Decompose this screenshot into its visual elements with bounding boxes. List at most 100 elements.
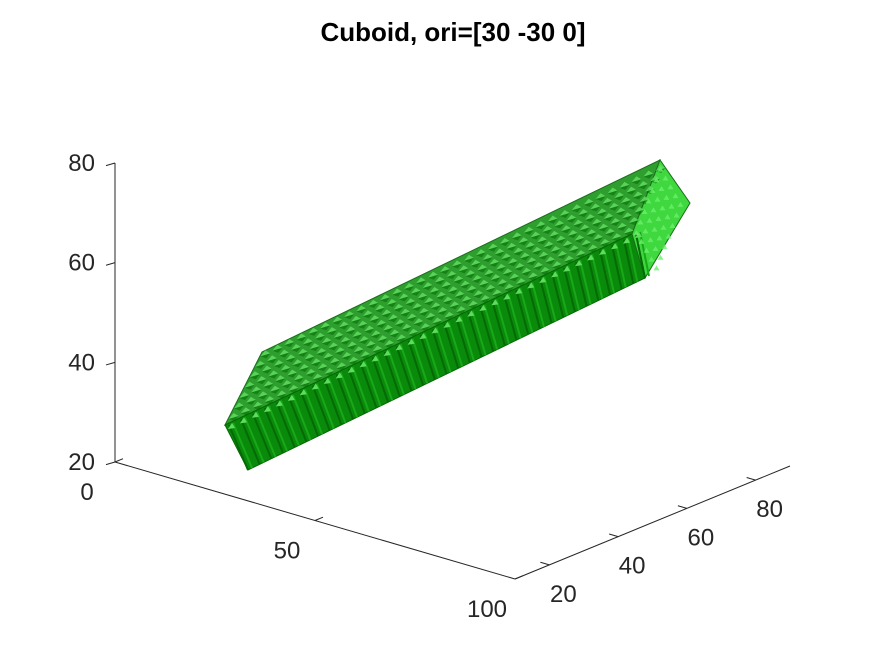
front-rib-cap [263, 406, 271, 413]
top-bump [507, 258, 518, 265]
top-bump-shadow [427, 274, 438, 280]
top-bump [478, 279, 489, 286]
top-bump [562, 240, 573, 247]
top-bump [616, 222, 627, 229]
top-bump [346, 341, 357, 348]
end-bump [658, 186, 665, 192]
top-bump [255, 360, 266, 367]
top-bump-shadow [514, 265, 525, 271]
front-rib-light [579, 259, 592, 305]
top-bump-shadow [579, 227, 590, 233]
front-rib [263, 407, 284, 454]
front-rib [479, 306, 495, 352]
top-bump [261, 365, 272, 372]
top-bump-shadow [372, 348, 383, 354]
top-bump [494, 248, 505, 255]
top-bump [434, 276, 445, 283]
top-bump-shadow [487, 246, 498, 252]
end-bump [647, 237, 654, 243]
top-bump [344, 311, 355, 318]
y-tick-label: 80 [756, 496, 783, 523]
top-bump-shadow [446, 273, 457, 279]
top-bump-shadow [590, 206, 601, 212]
top-bump [252, 401, 263, 408]
top-bump [569, 245, 580, 252]
top-bump-shadow [394, 322, 405, 328]
z-axis-ticks: 20 40 60 80 [68, 150, 116, 476]
front-rib [515, 289, 530, 335]
top-bump [357, 320, 368, 327]
top-bump-shadow [429, 289, 440, 295]
top-bump [260, 350, 271, 357]
top-bump-shadow [575, 253, 586, 259]
front-rib [503, 295, 518, 341]
top-bump [526, 257, 537, 264]
top-bump [603, 213, 614, 220]
top-bump [497, 278, 508, 285]
front-rib [635, 233, 646, 279]
top-bump [503, 283, 514, 290]
top-bump-shadow [485, 287, 496, 293]
top-bump-shadow [550, 249, 561, 255]
top-bump [285, 354, 296, 361]
top-bump-shadow [638, 184, 649, 190]
top-bump [590, 203, 601, 210]
top-bump [477, 264, 488, 271]
top-bump-shadow [444, 314, 455, 320]
front-rib-cap [575, 260, 583, 267]
top-bump-shadow [442, 299, 453, 305]
front-rib-cap [287, 394, 295, 401]
top-bump [284, 339, 295, 346]
top-bump-shadow [422, 285, 433, 291]
top-bump-shadow [489, 261, 500, 267]
end-bump [655, 216, 662, 221]
cuboid-surface [223, 158, 691, 471]
top-bump-shadow [620, 200, 631, 206]
top-bump-shadow [377, 338, 388, 344]
z-tick-mark [105, 162, 116, 167]
y-tick-mark [746, 477, 756, 481]
front-rib-cap [611, 243, 619, 250]
top-bump-shadow [324, 371, 335, 377]
top-bump [348, 356, 359, 363]
top-bump [304, 353, 315, 360]
top-bump [470, 259, 481, 266]
top-bump [550, 246, 561, 253]
top-bump [442, 296, 453, 303]
top-bump-shadow [302, 341, 313, 347]
end-bump [652, 245, 659, 251]
top-bump [420, 323, 431, 330]
front-rib-light [399, 344, 417, 390]
top-bump [356, 305, 367, 312]
top-bump [644, 185, 655, 192]
top-bump [566, 214, 577, 221]
top-bump-shadow [336, 365, 347, 371]
top-bump-shadow [628, 220, 639, 226]
top-bump [244, 381, 255, 388]
front-rib-cap [467, 310, 475, 317]
y-tick-mark [608, 533, 619, 538]
top-bump [256, 376, 267, 383]
top-bump [233, 402, 244, 409]
top-bump-shadow [251, 389, 262, 395]
top-bump-shadow [539, 269, 550, 275]
top-bump-shadow [260, 353, 271, 359]
top-bump-shadow [458, 268, 469, 274]
top-bump-shadow [610, 220, 621, 226]
top-bump-shadow [344, 314, 355, 320]
top-bump-shadow [557, 253, 568, 259]
top-bump [370, 330, 381, 337]
top-bump-shadow [507, 261, 518, 267]
top-bump-shadow [300, 382, 311, 388]
top-bump [614, 192, 625, 199]
top-bump [611, 233, 622, 240]
end-bump [669, 223, 676, 229]
front-rib [347, 368, 366, 414]
top-bump-shadow [622, 215, 633, 221]
top-bump-shadow [608, 205, 619, 211]
top-bump [610, 217, 621, 224]
end-bump [659, 205, 666, 211]
end-bump [641, 208, 648, 214]
top-bump-shadow [598, 226, 609, 232]
y-tick-label: 20 [550, 581, 577, 608]
